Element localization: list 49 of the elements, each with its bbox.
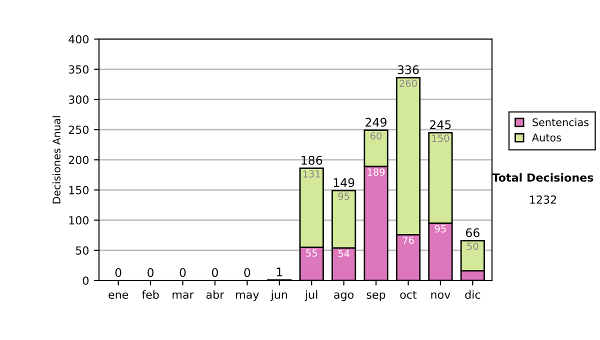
text: Total Decisiones — [492, 173, 594, 182]
y-tick-label: 0 — [82, 276, 89, 285]
y-tick-label: 150 — [69, 186, 89, 194]
y-tick-label: 100 — [69, 216, 89, 225]
data-label: 76 — [402, 236, 414, 244]
data-label: 60 — [370, 132, 382, 140]
x-tick-label: mar — [172, 292, 194, 299]
x-tick-label: nov — [431, 292, 450, 299]
total-label: 1 — [276, 268, 282, 276]
y-tick-label: 50 — [76, 246, 89, 255]
x-tick-label: ene — [108, 292, 128, 299]
total-label: 186 — [302, 156, 322, 165]
x-tick-label: feb — [142, 290, 159, 299]
y-tick-label: 250 — [68, 126, 89, 134]
text: 1232 — [530, 195, 556, 204]
data-label: 54 — [338, 250, 350, 258]
total-label: 149 — [334, 178, 354, 188]
x-tick-label: ago — [334, 292, 354, 301]
total-label: 0 — [148, 268, 154, 278]
x-tick-label: may — [236, 292, 259, 301]
x-tick-label: dic — [465, 290, 480, 299]
data-label: 131 — [303, 170, 320, 178]
total-label: 0 — [244, 268, 250, 278]
data-label: 50 — [467, 242, 478, 250]
x-tick-label: jul — [304, 290, 318, 301]
x-tick-label: sep — [366, 292, 386, 301]
total-label: 336 — [398, 65, 419, 74]
y-tick-label: 300 — [68, 95, 89, 104]
data-label: 189 — [368, 168, 385, 176]
data-label: 95 — [338, 192, 350, 200]
x-tick-label: abr — [206, 290, 224, 299]
total-label: 0 — [115, 268, 122, 278]
x-tick-label: oct — [400, 290, 417, 299]
y-tick-label: 200 — [68, 156, 89, 164]
data-label: 260 — [400, 80, 417, 88]
total-label: 249 — [366, 118, 386, 127]
y-tick-label: 350 — [68, 65, 89, 74]
y-axis-title: Decisiones Anual — [52, 116, 60, 204]
legend-label: Autos — [532, 134, 562, 142]
legend-label: Sentencias — [532, 118, 589, 126]
total-label: 245 — [430, 120, 451, 130]
x-tick-label: jun — [270, 290, 288, 301]
total-label: 66 — [466, 228, 480, 238]
y-tick-label: 400 — [68, 35, 89, 44]
data-label: 150 — [432, 134, 450, 142]
data-label: 95 — [434, 225, 446, 233]
data-label: 55 — [306, 249, 317, 257]
total-label: 0 — [212, 268, 218, 278]
total-label: 0 — [180, 268, 186, 278]
